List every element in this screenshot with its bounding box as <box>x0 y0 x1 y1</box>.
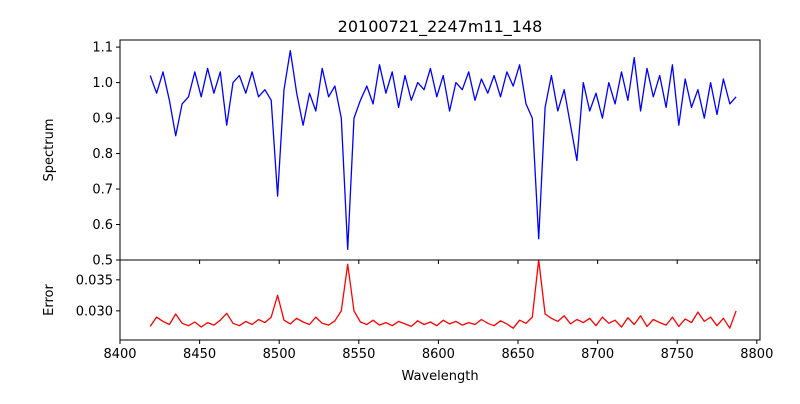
y-tick-label: 1.0 <box>92 76 113 91</box>
x-tick-label: 8650 <box>501 347 534 362</box>
y-tick-label: 1.1 <box>92 41 113 56</box>
spectrum-axes-frame <box>119 39 761 261</box>
error-series-line <box>149 259 737 329</box>
error-axes-frame <box>119 259 761 341</box>
x-tick-label: 8800 <box>740 347 773 362</box>
x-tick-label: 8600 <box>422 347 455 362</box>
y-tick-label: 0.5 <box>92 254 113 269</box>
error-y-label: Error <box>42 284 57 316</box>
x-tick-label: 8700 <box>581 347 614 362</box>
spectrum-y-label: Spectrum <box>42 119 57 182</box>
chart-title: 20100721_2247m11_148 <box>338 17 543 37</box>
x-tick-label: 8400 <box>103 347 136 362</box>
x-tick-label: 8750 <box>661 347 694 362</box>
x-tick-label: 8450 <box>183 347 216 362</box>
x-tick-label: 8550 <box>342 347 375 362</box>
y-tick-label: 0.6 <box>92 218 113 233</box>
x-axis-label: Wavelength <box>401 369 478 384</box>
spectrum-series-line <box>149 49 737 251</box>
y-tick-label: 0.030 <box>76 304 113 319</box>
y-tick-label: 0.8 <box>92 147 113 162</box>
y-tick-label: 0.9 <box>92 112 113 127</box>
y-tick-label: 0.7 <box>92 183 113 198</box>
x-tick-label: 8500 <box>263 347 296 362</box>
y-tick-label: 0.035 <box>76 273 113 288</box>
